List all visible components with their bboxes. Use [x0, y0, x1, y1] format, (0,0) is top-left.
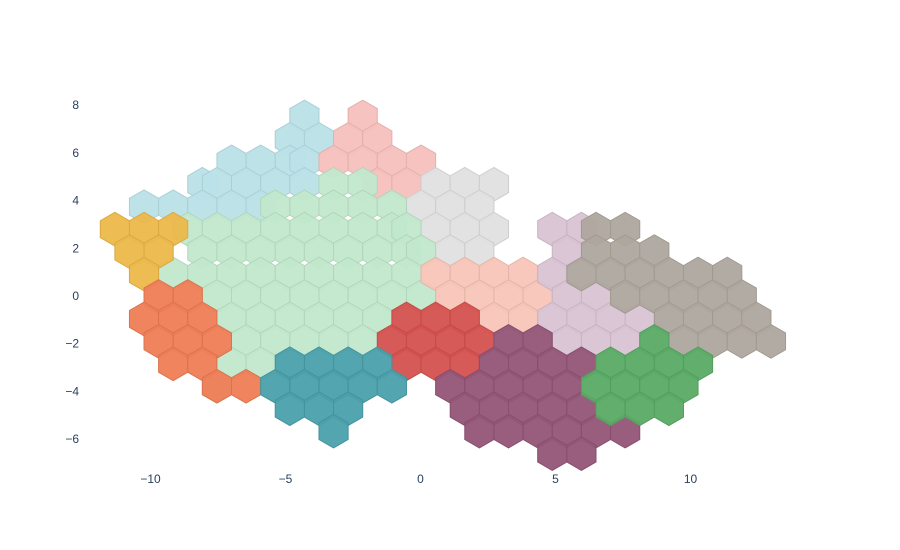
y-tick-label: 6: [72, 146, 79, 160]
hex-series-2: [405, 166, 510, 270]
hex-cell: [653, 391, 684, 427]
x-axis-ticks: −10 −5 0 5 10: [140, 472, 697, 486]
y-tick-label: −6: [65, 432, 79, 446]
hex-layer: [99, 99, 787, 471]
hex-cell: [318, 413, 349, 449]
hex-cell: [566, 436, 597, 471]
y-tick-label: 4: [72, 194, 79, 208]
y-tick-label: 8: [72, 98, 79, 112]
hex-series-5: [537, 211, 655, 359]
y-tick-label: 0: [72, 289, 79, 303]
hex-series-11: [435, 323, 641, 471]
x-tick-label: 0: [417, 472, 424, 486]
x-tick-label: 5: [552, 472, 559, 486]
y-tick-label: −2: [65, 337, 79, 351]
hex-series-6: [566, 211, 787, 359]
x-tick-label: 10: [684, 472, 698, 486]
hex-series-4: [420, 256, 553, 337]
hex-series-9: [376, 301, 495, 382]
x-tick-label: −10: [140, 472, 161, 486]
y-axis-ticks: 8 6 4 2 0 −2 −4 −6: [65, 98, 79, 446]
hex-series-12: [580, 323, 714, 427]
hex-cell: [376, 368, 407, 404]
hex-series-0: [128, 99, 335, 225]
hex-series-10: [260, 346, 407, 449]
hex-series-3: [158, 166, 437, 404]
hex-cell: [755, 323, 787, 359]
x-tick-label: −5: [279, 472, 293, 486]
hex-series-8: [128, 279, 262, 404]
y-tick-label: 2: [72, 241, 79, 255]
y-tick-label: −4: [65, 384, 79, 398]
